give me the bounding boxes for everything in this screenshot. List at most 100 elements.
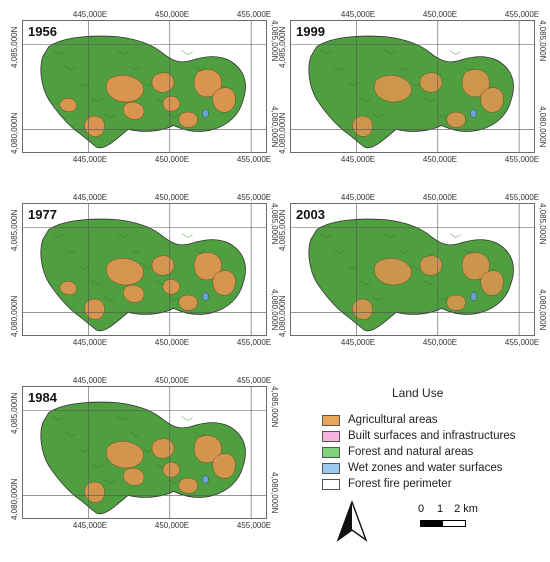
agricultural-area	[178, 294, 198, 311]
agricultural-area	[123, 101, 145, 120]
agricultural-area	[151, 72, 175, 93]
y-tick-label: 4,080,000N	[10, 295, 19, 337]
panel-year-label: 1977	[28, 207, 57, 222]
agricultural-area	[374, 258, 412, 286]
agricultural-area	[352, 298, 373, 320]
scale-label-0: 0	[417, 503, 425, 515]
agricultural-area	[446, 111, 466, 128]
agricultural-area	[106, 75, 144, 103]
agricultural-area	[151, 438, 175, 459]
legend-item: Wet zones and water surfaces	[322, 460, 515, 476]
scale-label-2: 2 km	[454, 503, 478, 515]
y-tick-label: 4,085,000N	[270, 386, 279, 428]
agricultural-area	[352, 115, 373, 137]
y-tick-label: 4,085,000N	[10, 209, 19, 251]
x-tick-label: 455,000E	[504, 338, 540, 347]
agricultural-area	[84, 115, 105, 137]
agricultural-area	[123, 284, 145, 303]
x-tick-label: 450,000E	[154, 521, 190, 530]
legend-title: Land Use	[392, 386, 444, 400]
agricultural-area	[419, 255, 443, 276]
legend-label: Agricultural areas	[348, 414, 438, 426]
panel-year-label: 1999	[296, 24, 325, 39]
agricultural-area	[419, 72, 443, 93]
y-tick-label: 4,085,000N	[538, 20, 547, 62]
agricultural-area	[162, 279, 180, 295]
x-tick-label: 455,000E	[236, 193, 272, 202]
legend-item: Agricultural areas	[322, 412, 515, 428]
agricultural-area	[178, 477, 198, 494]
y-tick-label: 4,080,000N	[278, 295, 287, 337]
water-body	[202, 475, 209, 484]
agricultural-area	[151, 255, 175, 276]
x-tick-label: 450,000E	[422, 193, 458, 202]
legend-label: Forest fire perimeter	[348, 478, 452, 490]
agricultural-area	[212, 87, 236, 113]
x-tick-label: 455,000E	[504, 193, 540, 202]
agricultural-area	[162, 96, 180, 112]
map-panel-2003: 2003	[290, 203, 535, 336]
agricultural-area	[84, 298, 105, 320]
water-body	[202, 292, 209, 301]
x-tick-label: 445,000E	[72, 338, 108, 347]
x-tick-label: 445,000E	[72, 376, 108, 385]
agricultural-area	[374, 75, 412, 103]
legend-swatch	[322, 478, 340, 490]
agricultural-area	[480, 270, 504, 296]
agricultural-area	[123, 467, 145, 486]
y-tick-label: 4,080,000N	[538, 289, 547, 331]
agricultural-area	[59, 280, 77, 295]
water-body	[470, 109, 477, 118]
legend-swatch	[322, 462, 340, 474]
map-panel-1999: 1999	[290, 20, 535, 153]
x-tick-label: 445,000E	[72, 10, 108, 19]
scale-bar	[420, 520, 466, 527]
y-tick-label: 4,085,000N	[10, 26, 19, 68]
y-tick-label: 4,080,000N	[10, 478, 19, 520]
x-tick-label: 450,000E	[154, 155, 190, 164]
scale-label-1: 1	[436, 503, 444, 515]
agricultural-area	[106, 258, 144, 286]
x-tick-label: 455,000E	[236, 10, 272, 19]
x-tick-label: 455,000E	[504, 155, 540, 164]
north-arrow-icon	[336, 500, 368, 542]
water-body	[202, 109, 209, 118]
agricultural-area	[212, 270, 236, 296]
y-tick-label: 4,080,000N	[270, 472, 279, 514]
x-tick-label: 450,000E	[422, 338, 458, 347]
y-tick-label: 4,085,000N	[278, 209, 287, 251]
panel-year-label: 1984	[28, 390, 57, 405]
y-tick-label: 4,080,000N	[10, 112, 19, 154]
legend-item: Forest and natural areas	[322, 444, 515, 460]
agricultural-area	[446, 294, 466, 311]
y-tick-label: 4,080,000N	[538, 106, 547, 148]
x-tick-label: 450,000E	[154, 193, 190, 202]
x-tick-label: 445,000E	[340, 155, 376, 164]
panel-year-label: 2003	[296, 207, 325, 222]
legend-swatch	[322, 446, 340, 458]
panel-year-label: 1956	[28, 24, 57, 39]
y-tick-label: 4,085,000N	[10, 392, 19, 434]
x-tick-label: 455,000E	[236, 376, 272, 385]
agricultural-area	[480, 87, 504, 113]
agricultural-area	[59, 97, 77, 112]
legend-label: Built surfaces and infrastructures	[348, 430, 516, 442]
water-body	[470, 292, 477, 301]
y-tick-label: 4,080,000N	[278, 112, 287, 154]
legend-swatch	[322, 430, 340, 442]
legend: Agricultural areas Built surfaces and inf…	[322, 412, 515, 492]
x-tick-label: 445,000E	[72, 155, 108, 164]
x-tick-label: 445,000E	[340, 338, 376, 347]
y-tick-label: 4,085,000N	[538, 203, 547, 245]
x-tick-label: 445,000E	[340, 10, 376, 19]
map-panel-1984: 1984	[22, 386, 267, 519]
legend-item: Built surfaces and infrastructures	[322, 428, 515, 444]
x-tick-label: 450,000E	[154, 10, 190, 19]
legend-swatch	[322, 414, 340, 426]
x-tick-label: 450,000E	[154, 338, 190, 347]
x-tick-label: 455,000E	[236, 521, 272, 530]
x-tick-label: 455,000E	[236, 338, 272, 347]
x-tick-label: 450,000E	[422, 155, 458, 164]
legend-item: Forest fire perimeter	[322, 476, 515, 492]
agricultural-area	[178, 111, 198, 128]
